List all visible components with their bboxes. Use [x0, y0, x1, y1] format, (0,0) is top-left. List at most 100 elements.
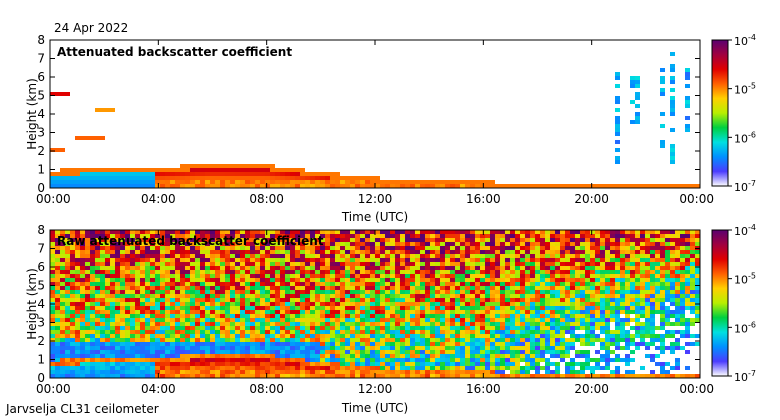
heat-cell: [100, 306, 105, 310]
heat-cell: [380, 234, 385, 238]
heat-cell: [185, 350, 190, 354]
heat-cell: [260, 238, 265, 242]
heat-cell: [300, 286, 305, 290]
heat-cell: [120, 314, 125, 318]
heat-cell: [590, 282, 595, 286]
heat-cell: [605, 314, 610, 318]
heat-cell: [245, 230, 250, 234]
heat-cell: [645, 274, 650, 278]
heat-cell: [225, 254, 230, 258]
heat-cell: [70, 334, 75, 338]
heat-cell: [360, 354, 365, 358]
heat-cell: [195, 282, 200, 286]
heat-cell: [555, 258, 560, 262]
heat-cell: [565, 370, 570, 374]
heat-cell: [260, 370, 265, 374]
heat-cell: [210, 374, 215, 378]
heat-cell: [80, 346, 85, 350]
heat-cell: [115, 172, 120, 176]
heat-cell: [210, 318, 215, 322]
heat-cell: [340, 342, 345, 346]
heat-cell: [155, 318, 160, 322]
heat-cell: [65, 266, 70, 270]
heat-cell: [650, 342, 655, 346]
heat-cell: [210, 254, 215, 258]
heat-cell: [320, 230, 325, 234]
heat-cell: [430, 302, 435, 306]
heat-cell: [385, 366, 390, 370]
heat-cell: [160, 172, 165, 176]
heat-cell: [450, 238, 455, 242]
heat-cell: [525, 366, 530, 370]
heat-cell: [275, 274, 280, 278]
heat-cell: [105, 172, 110, 176]
heat-cell: [480, 294, 485, 298]
heat-cell: [565, 184, 570, 188]
heat-cell: [150, 338, 155, 342]
heat-cell: [120, 338, 125, 342]
heat-cell: [325, 358, 330, 362]
heat-cell: [565, 282, 570, 286]
heat-cell: [130, 318, 135, 322]
heat-cell: [225, 298, 230, 302]
heat-cell: [125, 306, 130, 310]
heat-cell: [205, 266, 210, 270]
heat-cell: [110, 302, 115, 306]
heat-cell: [390, 180, 395, 184]
heat-cell: [625, 302, 630, 306]
heat-cell: [175, 238, 180, 242]
heat-cell: [430, 258, 435, 262]
heat-cell: [250, 302, 255, 306]
heat-cell: [65, 282, 70, 286]
heat-cell: [635, 116, 640, 120]
heat-cell: [385, 346, 390, 350]
heat-cell: [445, 374, 450, 378]
heat-cell: [185, 234, 190, 238]
heat-cell: [70, 366, 75, 370]
heat-cell: [375, 306, 380, 310]
heat-cell: [515, 274, 520, 278]
heat-cell: [190, 278, 195, 282]
heat-cell: [270, 180, 275, 184]
heat-cell: [75, 258, 80, 262]
heat-cell: [565, 258, 570, 262]
heat-cell: [325, 254, 330, 258]
heat-cell: [340, 266, 345, 270]
heat-cell: [585, 266, 590, 270]
heat-cell: [650, 294, 655, 298]
heat-cell: [360, 302, 365, 306]
heat-cell: [380, 180, 385, 184]
heat-cell: [285, 318, 290, 322]
heat-cell: [220, 362, 225, 366]
heat-cell: [590, 322, 595, 326]
heat-cell: [215, 250, 220, 254]
heat-cell: [535, 266, 540, 270]
heat-cell: [480, 366, 485, 370]
heat-cell: [165, 172, 170, 176]
heat-cell: [315, 322, 320, 326]
heat-cell: [630, 350, 635, 354]
heat-cell: [430, 310, 435, 314]
heat-cell: [500, 274, 505, 278]
heat-cell: [510, 306, 515, 310]
heat-cell: [55, 246, 60, 250]
heat-cell: [545, 270, 550, 274]
heat-cell: [475, 314, 480, 318]
heat-cell: [335, 184, 340, 188]
heat-cell: [650, 258, 655, 262]
x-axis-ticks: 00:00 04:00 08:00 12:00 16:00 20:00 00:00: [36, 40, 714, 206]
heat-cell: [420, 330, 425, 334]
heat-cell: [105, 334, 110, 338]
heat-cell: [370, 370, 375, 374]
heat-cell: [355, 238, 360, 242]
heat-cell: [185, 322, 190, 326]
heat-cell: [105, 354, 110, 358]
heat-cell: [65, 330, 70, 334]
heat-cell: [325, 326, 330, 330]
heat-cell: [290, 230, 295, 234]
heat-cell: [410, 330, 415, 334]
heat-cell: [400, 374, 405, 378]
heat-cell: [135, 370, 140, 374]
heat-cell: [240, 278, 245, 282]
heat-cell: [215, 346, 220, 350]
